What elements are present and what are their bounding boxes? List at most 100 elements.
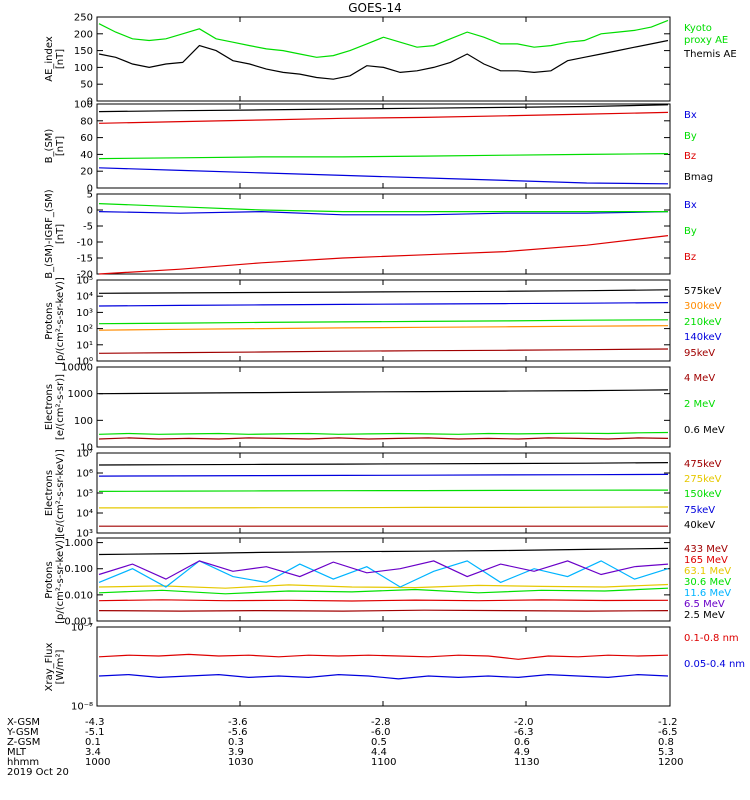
legend-entry: Bx xyxy=(684,200,697,211)
orbit-value: -2.8 xyxy=(371,717,391,728)
orbit-value: 0.8 xyxy=(658,737,674,748)
series-line-3-1 xyxy=(98,325,669,331)
orbit-value: 5.3 xyxy=(658,747,674,758)
y-tick-label: 5 xyxy=(87,190,93,201)
orbit-value: -5.6 xyxy=(228,727,248,738)
series-line-1-1 xyxy=(98,153,669,160)
y-tick-label: 0 xyxy=(87,184,93,195)
y-tick-label: 40 xyxy=(80,150,93,161)
panel-4: 10 100 1000 10000 xyxy=(61,363,671,454)
y-tick-label: 10000 xyxy=(61,363,93,374)
orbit-value: 0.1 xyxy=(85,737,101,748)
y-tick-label: 0.001 xyxy=(64,617,93,628)
y-tick-label: 150 xyxy=(74,46,93,57)
y-tick-label: 10⁰ xyxy=(76,357,93,368)
orbit-value: -6.3 xyxy=(514,727,534,738)
orbit-value: 1030 xyxy=(228,757,254,768)
orbit-value: 3.4 xyxy=(85,747,101,758)
series-line-6-3 xyxy=(98,587,669,595)
orbit-value: 3.9 xyxy=(228,747,244,758)
y-tick-label: 10³ xyxy=(76,308,93,319)
legend-entry: 75keV xyxy=(684,504,716,516)
orbit-row-label: hhmm xyxy=(7,757,40,768)
y-tick-label: 10² xyxy=(76,324,93,335)
series-line-7-0 xyxy=(98,653,669,660)
y-tick-label: 10¹ xyxy=(76,340,93,351)
orbit-row-label: MLT xyxy=(7,747,26,758)
y-axis-label: B_(SM)-IGRF_(SM) [nT] xyxy=(44,189,66,279)
y-axis-label: Electrons [e/(cm²-s-sr)] xyxy=(44,373,66,441)
legend-entry: 2 MeV xyxy=(684,399,716,410)
series-line-3-3 xyxy=(98,302,669,307)
series-line-3-0 xyxy=(98,289,669,294)
panel-3: 10⁰ 10¹ 10² 10³ 10⁴ 10⁵ xyxy=(76,276,671,368)
legend-entry: Bz xyxy=(684,252,697,263)
y-axis-label: B_(SM) [nT] xyxy=(44,128,66,164)
orbit-row-label: Z-GSM xyxy=(7,737,41,748)
legend-entry: Themis AE xyxy=(684,49,737,60)
series-line-6-6 xyxy=(98,547,669,556)
y-tick-label: 0 xyxy=(87,97,93,108)
series-line-5-4 xyxy=(98,462,669,466)
legend-entry: 2.5 MeV xyxy=(684,610,725,622)
y-tick-label: 0.010 xyxy=(64,590,93,601)
y-tick-label: 100 xyxy=(74,63,93,74)
legend-entry: 475keV xyxy=(684,459,722,470)
series-line-4-0 xyxy=(98,437,669,440)
legend-entry: Bmag xyxy=(684,171,714,183)
y-tick-label: 10⁴ xyxy=(76,509,93,520)
y-tick-label: 0.100 xyxy=(64,564,93,575)
orbit-value: -5.1 xyxy=(85,727,105,738)
y-axis-label: AE_index [nT] xyxy=(44,36,66,82)
legend-entry: 150keV xyxy=(684,489,722,501)
orbit-value: -1.2 xyxy=(658,717,678,728)
legend-entry: 63.1 MeV xyxy=(684,566,732,578)
orbit-row-label: 2019 Oct 20 xyxy=(7,767,69,778)
y-tick-label: 10⁵ xyxy=(76,276,93,287)
series-line-6-1 xyxy=(98,599,669,602)
legend-entry: Bz xyxy=(684,151,697,163)
orbit-value: 4.9 xyxy=(514,747,530,758)
series-line-1-3 xyxy=(98,104,669,113)
y-tick-label: 50 xyxy=(80,80,93,91)
series-line-1-0 xyxy=(98,167,669,185)
series-line-2-1 xyxy=(98,203,668,213)
y-tick-label: 0 xyxy=(87,206,93,217)
legend-entry: By xyxy=(684,226,697,237)
y-tick-label: -20 xyxy=(77,270,93,281)
series-line-6-4 xyxy=(98,560,669,588)
y-axis-label: Protons [p/(cm²-s-sr-keV)] xyxy=(44,276,66,365)
panel-frame xyxy=(96,626,671,707)
orbit-row-label: Y-GSM xyxy=(7,727,39,738)
orbit-value: -3.6 xyxy=(228,717,248,728)
series-line-5-2 xyxy=(98,489,669,492)
legend-entry: 0.05-0.4 nm xyxy=(684,659,746,670)
orbit-value: 1100 xyxy=(371,757,397,768)
y-tick-label: 10³ xyxy=(76,529,93,540)
panel-frame xyxy=(96,366,671,448)
y-tick-label: 1000 xyxy=(68,389,93,400)
panel-6: 0.001 0.010 0.100 1.000 xyxy=(64,537,671,628)
legend-entry: 6.5 MeV xyxy=(684,599,725,611)
y-tick-label: 10⁻⁷ xyxy=(71,623,93,634)
panel-frame xyxy=(96,537,671,622)
series-line-6-5 xyxy=(98,560,669,580)
series-line-2-2 xyxy=(98,235,669,275)
legend-entry: 11.6 MeV xyxy=(684,588,732,600)
y-tick-label: 80 xyxy=(80,116,93,127)
legend-entry: 275keV xyxy=(684,474,722,486)
series-line-0-0 xyxy=(98,19,669,58)
orbit-value: 4.4 xyxy=(371,747,387,758)
orbit-value: -6.0 xyxy=(371,727,391,738)
y-tick-label: 10⁻⁸ xyxy=(71,702,93,713)
series-line-4-2 xyxy=(98,389,669,395)
y-axis-label: Electrons [e/(cm²-s-sr-keV)] xyxy=(44,449,66,537)
y-tick-label: 100 xyxy=(74,100,93,111)
legend-entry: 433 MeV xyxy=(684,544,728,555)
series-line-1-2 xyxy=(98,111,669,124)
legend-entry: 0.6 MeV xyxy=(684,425,725,436)
legend-entry: 0.1-0.8 nm xyxy=(684,633,739,644)
y-tick-label: 10 xyxy=(80,443,93,454)
panel-1: 0 20 40 60 80 100 xyxy=(74,100,671,195)
